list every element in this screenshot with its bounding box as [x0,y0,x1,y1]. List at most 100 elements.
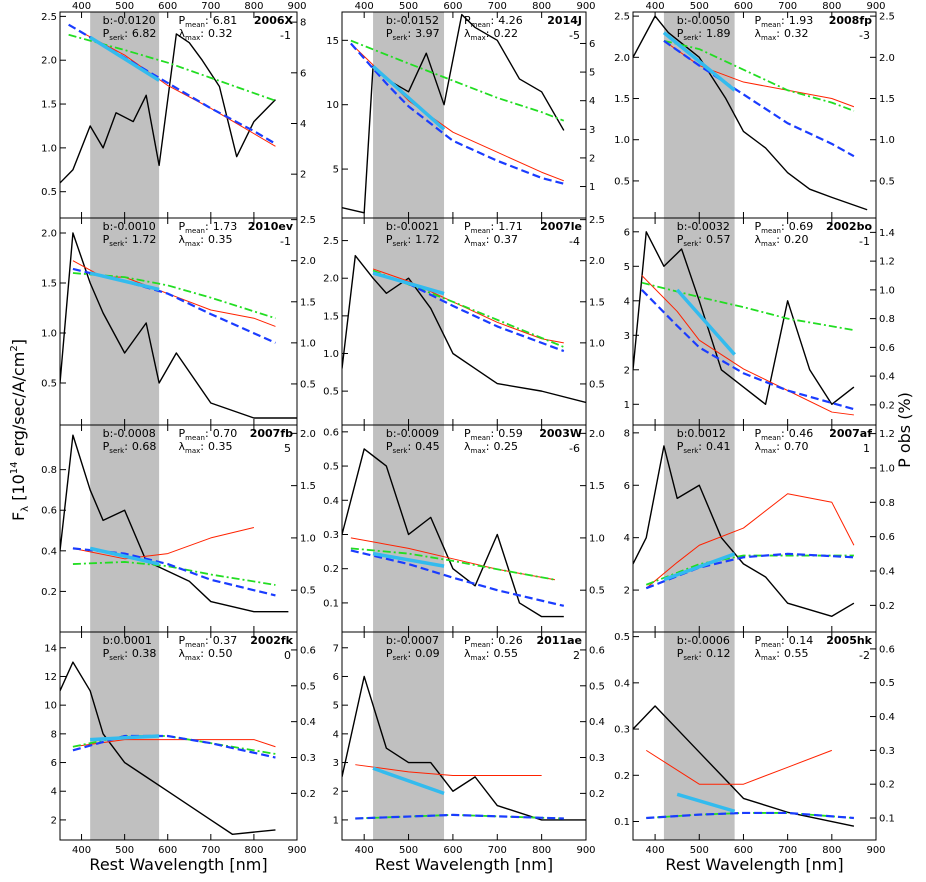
y-tick-label: 0.8 [41,465,57,476]
label-sub: serk [683,240,699,248]
label-sep: : [200,440,204,453]
label-sub: serk [109,240,125,248]
annotation-value: 0.55 [494,647,519,660]
annotation-value: 0.26 [498,634,523,647]
label-base: P [464,220,471,233]
panel [60,218,297,425]
y-tick-label: 0.5 [323,387,339,398]
annotation-value: 6.81 [213,14,238,27]
x-tick-label: 400 [646,845,665,856]
y-axis-label-part: erg/sec/A/cm [9,352,28,462]
annotation-value: 0.37 [213,634,238,647]
series-line [676,792,736,813]
annotation: Pserk: 0.57 [677,233,731,248]
label-base: P [755,634,762,647]
y-tick-label: 4 [624,296,630,307]
annotation-value: 4.26 [498,14,523,27]
label-sep: : [781,220,785,233]
epoch: -5 [569,29,580,42]
label-sub: max [761,240,776,248]
y2-tick-label: 0.2 [879,601,895,612]
y-tick-label: 7 [333,643,339,654]
label-sep: : [776,647,780,660]
x-tick-label: 700 [201,1,220,12]
x-tick-label: 800 [244,1,263,12]
annotation: λmax: 0.32 [179,27,233,42]
sn-name: 2007af [829,427,872,440]
y2-tick-label: 1.5 [589,297,605,308]
y2-tick-label: 1.2 [879,429,895,440]
label-base: P [103,440,110,453]
b-value: b:-0.0006 [677,634,730,647]
y-tick-label: 1.0 [614,135,630,146]
y2-tick-label: 2.0 [589,256,605,267]
y2-tick-label: 0.4 [879,712,895,723]
epoch: 2 [573,649,580,662]
y2-tick-label: 0.5 [879,678,895,689]
b-value: b:-0.0009 [386,427,439,440]
y2-tick-label: 1.0 [589,338,605,349]
label-base: λ [464,233,471,246]
label-sep: : [200,647,204,660]
annotation: λmax: 0.22 [464,27,518,42]
epoch: -4 [569,235,580,248]
label-sep: : [124,27,128,40]
label-base: λ [755,27,762,40]
y-tick-label: 0.2 [323,564,339,575]
annotation: λmax: 0.50 [179,647,233,662]
annotation-value: 0.22 [494,27,519,40]
x-tick-label: 800 [532,1,551,12]
y-tick-label: 1.0 [323,349,339,360]
label-base: P [755,427,762,440]
y-tick-label: 0.2 [41,587,57,598]
y-tick-label: 1.0 [41,329,57,340]
y2-tick-label: 6 [589,39,595,50]
x-tick-label: 700 [778,845,797,856]
series-line [72,547,276,597]
y2-tick-label: 0.8 [879,498,895,509]
label-base: P [464,634,471,647]
y-tick-label: 1.5 [323,311,339,322]
label-base: P [386,440,393,453]
y2-tick-label: 1.0 [300,338,316,349]
epoch: 0 [284,649,291,662]
y2-tick-label: 0.2 [879,780,895,791]
panel-frame [59,631,298,841]
panel [60,632,276,840]
y-tick-label: 2 [333,787,339,798]
label-base: P [386,27,393,40]
y-tick-label: 5 [333,701,339,712]
annotation: Pmean: 0.37 [179,634,238,649]
annotation: Pserk: 3.97 [386,27,440,42]
label-base: λ [755,233,762,246]
y-tick-label: 0.4 [323,496,339,507]
panel-frame [632,631,877,841]
label-sep: : [205,14,209,27]
y2-tick-label: 1.4 [879,228,895,239]
label-sub: max [471,240,486,248]
series-line [355,764,542,776]
annotation: Pmean: 6.81 [179,14,238,29]
series-line [372,268,564,344]
epoch: -1 [280,29,291,42]
x-tick-label: 900 [576,1,595,12]
y2-axis-label: P obs (%) [895,392,914,468]
y2-tick-label: 1.5 [300,481,316,492]
sn-name: 2002fk [250,634,293,647]
panel [342,218,586,425]
fit-range [373,218,445,425]
series-line [350,42,565,185]
x-tick-label: 400 [355,1,374,12]
label-base: P [179,220,186,233]
y-tick-label: 4 [624,533,630,544]
y-tick-label: 10 [44,701,57,712]
y2-tick-label: 0.6 [589,645,605,656]
annotation: λmax: 0.35 [179,233,233,248]
y2-tick-label: 6 [300,68,306,79]
y2-tick-label: 0.4 [300,717,316,728]
y-tick-label: 0.5 [614,632,630,643]
label-sub: serk [393,447,409,455]
annotation: Pserk: 1.72 [103,233,157,248]
label-sep: : [491,427,495,440]
epoch: 5 [284,442,291,455]
